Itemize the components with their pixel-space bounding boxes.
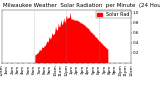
Text: Milwaukee Weather  Solar Radiation  per Minute  (24 Hours): Milwaukee Weather Solar Radiation per Mi… bbox=[3, 3, 160, 8]
Legend: Solar Rad: Solar Rad bbox=[96, 11, 131, 18]
